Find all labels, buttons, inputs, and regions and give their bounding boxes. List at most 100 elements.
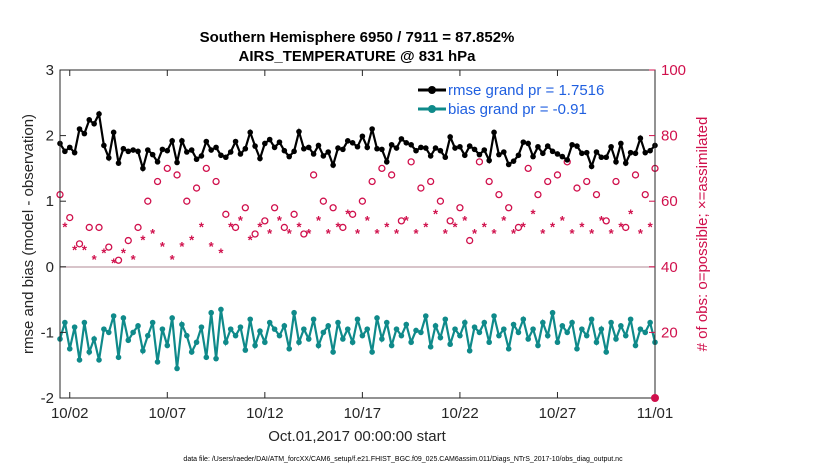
- bias-point: [418, 329, 424, 336]
- legend-bias-label: bias grand pr = -0.91: [448, 101, 587, 118]
- obs-assimilated-point: *: [335, 219, 341, 234]
- bias-point: [66, 346, 73, 352]
- x-tick-label: 10/12: [246, 405, 284, 422]
- bias-point: [305, 336, 312, 342]
- bias-point: [271, 326, 278, 332]
- bias-point: [583, 332, 590, 339]
- rmse-point: [271, 144, 278, 151]
- obs-possible-point: [387, 171, 396, 179]
- y-tick-label: -1: [41, 324, 54, 341]
- rmse-point: [525, 140, 531, 147]
- y-tick-label: 2: [46, 128, 54, 145]
- bias-point: [544, 332, 551, 339]
- bias-point: [476, 329, 483, 336]
- bias-point: [349, 339, 356, 346]
- bias-point: [154, 359, 161, 365]
- rmse-point: [188, 147, 195, 153]
- obs-assimilated-point: *: [326, 226, 332, 241]
- rmse-point: [91, 120, 97, 127]
- bias-point: [452, 326, 458, 332]
- rmse-point: [364, 144, 371, 151]
- bias-point: [81, 319, 88, 326]
- bias-point: [501, 326, 507, 332]
- bias-point: [232, 332, 239, 339]
- bias-point: [520, 316, 527, 323]
- rmse-point: [71, 149, 78, 156]
- bias-point: [632, 342, 639, 349]
- bias-point: [427, 344, 434, 350]
- obs-possible-point: [534, 190, 542, 199]
- bias-point: [413, 327, 419, 334]
- obs-assimilated-point: *: [101, 246, 107, 261]
- obs-assimilated-point: *: [199, 219, 205, 234]
- bias-point: [198, 324, 205, 330]
- obs-assimilated-point: *: [579, 219, 585, 234]
- bias-point: [437, 334, 444, 341]
- x-tick-label: 10/02: [51, 405, 89, 422]
- obs-possible-point: [222, 210, 230, 218]
- obs-assimilated-point: *: [462, 213, 468, 228]
- obs-possible-point: [163, 164, 171, 173]
- obs-possible-point: [553, 171, 562, 179]
- obs-possible-point: [427, 177, 435, 186]
- bias-point: [71, 324, 78, 330]
- rmse-point: [569, 141, 575, 148]
- bias-point: [262, 339, 268, 346]
- obs-assimilated-point: *: [404, 213, 410, 228]
- obs-possible-point: [270, 204, 279, 212]
- y-right-tick-label: 80: [661, 128, 678, 145]
- obs-possible-point: [475, 158, 484, 166]
- rmse-point: [257, 155, 263, 162]
- rmse-point: [135, 148, 141, 155]
- obs-assimilated-point: *: [443, 226, 449, 241]
- obs-assimilated-point: *: [121, 246, 127, 261]
- obs-assimilated-point: *: [365, 213, 371, 228]
- legend-bias-marker: [428, 105, 436, 113]
- obs-assimilated-point: *: [609, 226, 615, 241]
- obs-assimilated-point: *: [111, 256, 117, 271]
- bias-point: [208, 309, 214, 316]
- obs-assimilated-point: *: [423, 219, 429, 234]
- legend: rmse grand pr = 1.7516 bias grand pr = -…: [418, 82, 604, 118]
- bias-point: [515, 329, 522, 336]
- rmse-point: [223, 154, 229, 161]
- obs-assimilated-point: *: [140, 233, 146, 248]
- bias-point: [159, 326, 166, 332]
- rmse-point: [262, 140, 268, 147]
- obs-possible-point: [202, 164, 210, 173]
- rmse-point: [544, 143, 551, 149]
- bias-point: [281, 323, 288, 329]
- bias-point: [252, 342, 258, 349]
- rmse-point: [593, 149, 600, 155]
- rmse-point: [510, 158, 517, 164]
- obs-possible-point: [417, 184, 425, 192]
- obs-assimilated-point: *: [355, 226, 361, 241]
- rmse-point: [452, 145, 458, 151]
- rmse-point: [125, 148, 132, 155]
- rmse-point: [227, 149, 234, 155]
- rmse-point: [169, 138, 175, 144]
- rmse-point: [266, 136, 273, 143]
- bias-point: [315, 342, 322, 349]
- bias-point: [135, 323, 141, 329]
- rmse-point: [110, 129, 117, 136]
- bias-point: [340, 336, 346, 342]
- bias-point: [398, 332, 405, 339]
- bias-point: [286, 346, 293, 352]
- rmse-point: [349, 140, 356, 146]
- bias-point: [149, 319, 156, 326]
- obs-assimilated-point: *: [570, 226, 576, 241]
- obs-assimilated-point: *: [472, 226, 478, 241]
- bias-point: [403, 321, 410, 328]
- bias-point: [574, 346, 580, 352]
- rmse-point: [149, 151, 156, 158]
- bias-point: [388, 342, 395, 349]
- obs-assimilated-point: *: [531, 206, 537, 221]
- bias-point: [86, 349, 93, 355]
- rmse-point: [130, 147, 136, 153]
- rmse-point: [642, 149, 649, 156]
- obs-assimilated-point: *: [257, 219, 263, 234]
- bias-point: [291, 309, 297, 316]
- bias-point: [359, 332, 366, 339]
- obs-assimilated-point: *: [306, 226, 312, 241]
